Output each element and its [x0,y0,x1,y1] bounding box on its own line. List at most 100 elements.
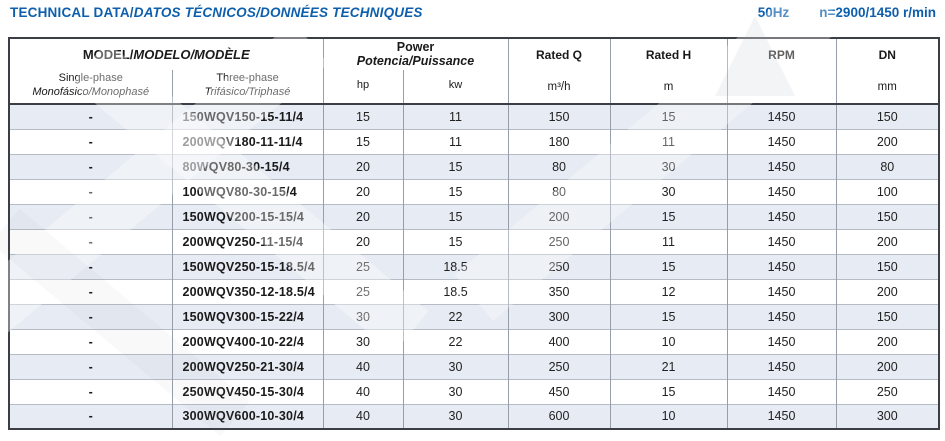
cell-rated-h: 15 [609,104,728,129]
technical-data-table: MODEL/MODELO/MODÈLE Power Potencia/Puiss… [8,37,941,430]
table-row: - 300WQV600-10-30/4 40 30 600 10 1450 30… [9,404,940,429]
header-rated-q-unit: m³/h [547,81,571,93]
cell-single-phase: - [88,184,93,199]
page-title-translations: DATOS TÉCNICOS/DONNÉES TECHNIQUES [133,5,423,20]
cell-rated-h: 10 [609,404,728,429]
cell-rated-h: 30 [609,154,728,179]
cell-dn: 250 [835,379,940,404]
cell-single-phase: - [88,234,93,249]
cell-rated-h: 11 [609,129,728,154]
cell-single-phase: - [88,159,93,174]
header-power-group: Power Potencia/Puissance [322,38,509,70]
cell-model: 100WQV80-30-15/4 [171,179,323,204]
cell-single-phase: - [88,309,93,324]
cell-kw: 30 [402,354,509,379]
cell-rated-h: 10 [609,329,728,354]
cell-rated-q: 250 [507,354,611,379]
cell-rated-q: 300 [507,304,611,329]
cell-rated-q: 250 [507,254,611,279]
header-single-phase: Single-phase Monofásico/Monophasé [9,70,172,104]
cell-kw: 30 [402,404,509,429]
cell-kw: 30 [402,379,509,404]
cell-rated-h: 30 [609,179,728,204]
cell-model: 200WQV350-12-18.5/4 [171,279,323,304]
table-row: - 200WQV250-21-30/4 40 30 250 21 1450 20… [9,354,940,379]
cell-single-phase: - [88,134,93,149]
cell-rpm: 1450 [726,129,837,154]
header-rated-q: Rated Q m³/h [507,38,611,104]
cell-single-phase: - [88,359,93,374]
cell-rated-q: 350 [507,279,611,304]
cell-rated-h: 15 [609,204,728,229]
header-rpm-unit [728,71,836,103]
cell-rated-q: 80 [507,179,611,204]
cell-kw: 18.5 [402,279,509,304]
cell-rated-h: 11 [609,229,728,254]
cell-rated-q: 150 [507,104,611,129]
cell-model: 200WQV400-10-22/4 [171,329,323,354]
cell-model: 200WQV250-11-15/4 [171,229,323,254]
cell-rpm: 1450 [726,204,837,229]
table-row: - 150WQV250-15-18.5/4 25 18.5 250 15 145… [9,254,940,279]
cell-rated-q: 180 [507,129,611,154]
cell-rpm: 1450 [726,104,837,129]
header-kw: kw [402,69,509,104]
cell-rpm: 1450 [726,279,837,304]
cell-hp: 20 [322,229,403,254]
cell-kw: 22 [402,329,509,354]
cell-dn: 80 [835,154,940,179]
table-row: - 200WQV400-10-22/4 30 22 400 10 1450 20… [9,329,940,354]
cell-rated-q: 250 [507,229,611,254]
cell-hp: 15 [322,104,403,129]
header-rated-h-label: Rated H [645,48,692,62]
header-power-translations: Potencia/Puissance [356,54,475,69]
cell-rpm: 1450 [726,179,837,204]
cell-hp: 25 [322,254,403,279]
cell-single-phase: - [88,209,93,224]
page-title-main: TECHNICAL DATA/ [10,5,134,20]
header-dn-unit: mm [877,81,897,93]
cell-kw: 15 [402,179,509,204]
cell-dn: 150 [835,254,940,279]
cell-single-phase: - [88,334,93,349]
header-rated-h-unit: m [663,81,674,93]
cell-single-phase: - [88,284,93,299]
cell-single-phase: - [88,109,93,124]
cell-dn: 200 [835,329,940,354]
cell-rated-h: 15 [609,254,728,279]
cell-dn: 150 [835,104,940,129]
table-row: - 200WQV180-11-11/4 15 11 180 11 1450 20… [9,129,940,154]
header-single-phase-label: Single-phase [58,72,123,85]
cell-rated-h: 15 [609,379,728,404]
cell-dn: 200 [835,229,940,254]
cell-hp: 15 [322,129,403,154]
cell-hp: 30 [322,304,403,329]
header-model-translations: MODELO/MODÈLE [133,46,250,62]
cell-kw: 15 [402,204,509,229]
cell-kw: 11 [402,129,509,154]
cell-rated-h: 12 [609,279,728,304]
cell-rated-h: 21 [609,354,728,379]
table-row: - 150WQV150-15-11/4 15 11 150 15 1450 15… [9,104,940,129]
header-rpm: RPM [726,38,837,104]
cell-model: 150WQV150-15-11/4 [171,104,323,129]
frequency-info: 50Hz n=2900/1450 r/min [758,5,936,20]
cell-dn: 150 [835,204,940,229]
cell-kw: 15 [402,229,509,254]
header-three-phase-label: Three-phase [216,72,279,85]
table-row: - 150WQV200-15-15/4 20 15 200 15 1450 15… [9,204,940,229]
title-bar: TECHNICAL DATA/DATOS TÉCNICOS/DONNÉES TE… [10,5,936,20]
cell-kw: 22 [402,304,509,329]
table-row: - 150WQV300-15-22/4 30 22 300 15 1450 15… [9,304,940,329]
cell-dn: 200 [835,354,940,379]
cell-kw: 15 [402,154,509,179]
cell-dn: 150 [835,304,940,329]
cell-dn: 100 [835,179,940,204]
header-dn-label: DN [878,48,896,62]
cell-rpm: 1450 [726,354,837,379]
cell-model: 80WQV80-30-15/4 [171,154,323,179]
cell-dn: 200 [835,129,940,154]
speed-value: n=2900/1450 r/min [819,5,936,20]
header-power-main: Power [396,40,435,55]
header-three-phase-translations: Trifásico/Triphasé [204,86,291,99]
